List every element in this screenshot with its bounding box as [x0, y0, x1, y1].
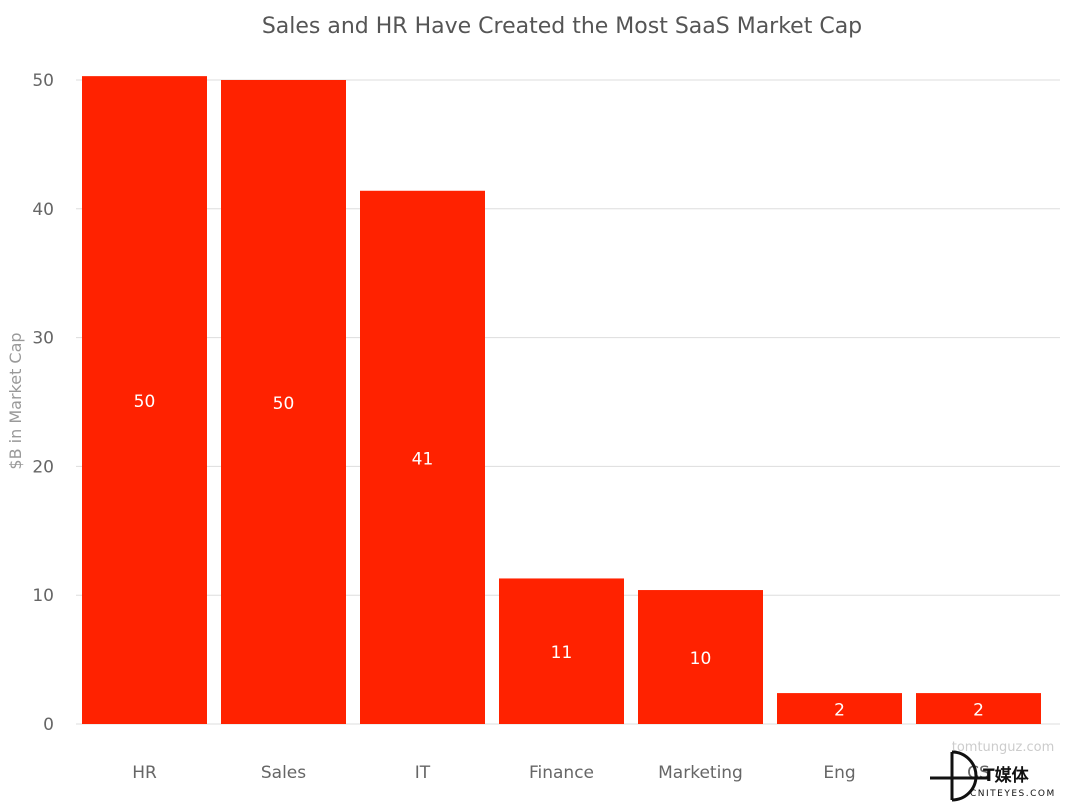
- bar-finance: [499, 578, 624, 724]
- data-labels: 50 50 41 11 10 2 2: [134, 392, 984, 720]
- data-label-hr: 50: [134, 392, 156, 412]
- y-tick-label-2: 20: [32, 457, 54, 477]
- chart-title: Sales and HR Have Created the Most SaaS …: [262, 14, 862, 39]
- y-tick-label-0: 0: [43, 715, 54, 735]
- bars: [82, 76, 1041, 725]
- watermark-brand-sub: CNITEYES.COM: [970, 789, 1056, 799]
- y-tick-label-3: 30: [32, 329, 54, 349]
- watermark-site: tomtunguz.com: [952, 740, 1055, 755]
- brand-logo-icon: [930, 750, 990, 802]
- bar-eng: [777, 693, 902, 724]
- y-axis-ticks: 0 10 20 30 40 50: [32, 71, 54, 735]
- bar-cs: [916, 693, 1041, 724]
- data-label-marketing: 10: [690, 649, 712, 669]
- watermark-brand: T媒体: [983, 765, 1030, 786]
- y-tick-label-4: 40: [32, 200, 54, 220]
- data-label-finance: 11: [551, 643, 573, 663]
- bar-it: [360, 190, 485, 724]
- x-tick-label-eng: Eng: [823, 763, 855, 783]
- x-axis-ticks: HR Sales IT Finance Marketing Eng CS: [132, 763, 990, 783]
- data-label-eng: 2: [834, 701, 845, 721]
- bar-marketing: [638, 590, 763, 724]
- bar-sales: [221, 80, 346, 724]
- data-label-it: 41: [412, 449, 434, 469]
- y-axis-label: $B in Market Cap: [6, 332, 25, 469]
- data-label-cs: 2: [973, 701, 984, 721]
- x-tick-label-finance: Finance: [529, 763, 594, 783]
- x-tick-label-hr: HR: [132, 763, 157, 783]
- bar-hr: [82, 76, 207, 725]
- data-label-sales: 50: [273, 394, 295, 414]
- x-tick-label-marketing: Marketing: [658, 763, 743, 783]
- y-tick-label-5: 50: [32, 71, 54, 91]
- watermark: tomtunguz.com T媒体 CNITEYES.COM: [930, 740, 1056, 802]
- x-tick-label-it: IT: [415, 763, 431, 783]
- x-tick-label-sales: Sales: [261, 763, 306, 783]
- y-tick-label-1: 10: [32, 586, 54, 606]
